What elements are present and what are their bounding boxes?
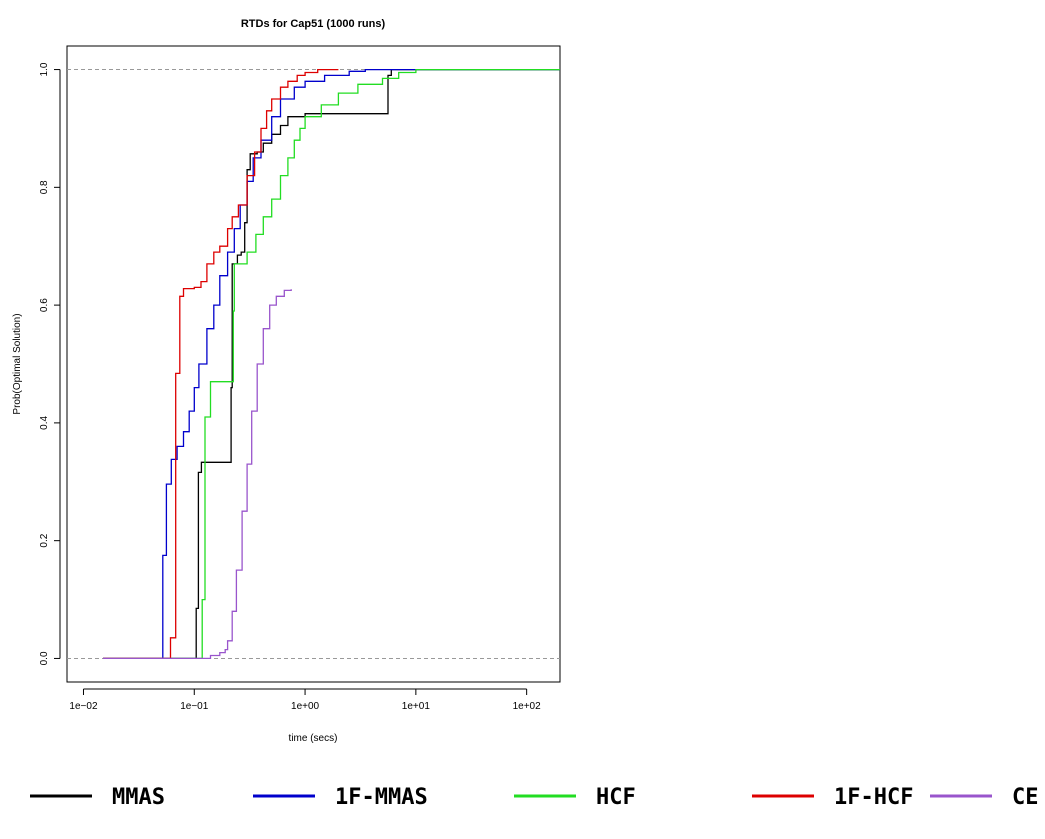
y-axis: 0.0 0.2 0.4 0.6 0.8 1.0 [39, 62, 61, 665]
y-tick-label-0: 0.0 [39, 651, 50, 665]
x-tick-label-1: 1e−01 [180, 701, 209, 712]
reference-lines [67, 69, 560, 659]
y-tick-label-1: 0.2 [39, 533, 50, 547]
series-line-1f-mmas [103, 68, 560, 660]
x-tick-label-2: 1e+00 [291, 701, 320, 712]
y-axis-label: Prob(Optimal Solution) [12, 313, 23, 414]
chart-title: RTDs for Cap51 (1000 runs) [241, 18, 386, 30]
legend: MMAS 1F-MMAS HCF 1F-HCF CE [30, 785, 1039, 810]
y-tick-label-4: 0.8 [39, 180, 50, 194]
y-tick-label-3: 0.6 [39, 298, 50, 312]
y-tick-label-2: 0.4 [39, 416, 50, 430]
x-tick-label-3: 1e+01 [402, 701, 431, 712]
series-line-hcf [103, 68, 560, 660]
x-axis-label: time (secs) [289, 733, 338, 744]
y-tick-label-5: 1.0 [39, 62, 50, 76]
series-line-mmas [103, 68, 560, 660]
x-tick-label-4: 1e+02 [513, 701, 542, 712]
series-lines [103, 68, 560, 660]
series-line-ce [103, 289, 292, 660]
series-line-1f-hcf [103, 68, 339, 660]
legend-label-mmas: MMAS [112, 785, 165, 810]
legend-label-1f-hcf: 1F-HCF [834, 785, 913, 810]
plot-frame [66, 45, 561, 683]
legend-label-1f-mmas: 1F-MMAS [335, 785, 428, 810]
x-axis: 1e−02 1e−01 1e+00 1e+01 1e+02 [69, 688, 542, 712]
legend-label-ce: CE [1012, 785, 1039, 810]
legend-label-hcf: HCF [596, 785, 636, 810]
x-tick-label-0: 1e−02 [69, 701, 98, 712]
